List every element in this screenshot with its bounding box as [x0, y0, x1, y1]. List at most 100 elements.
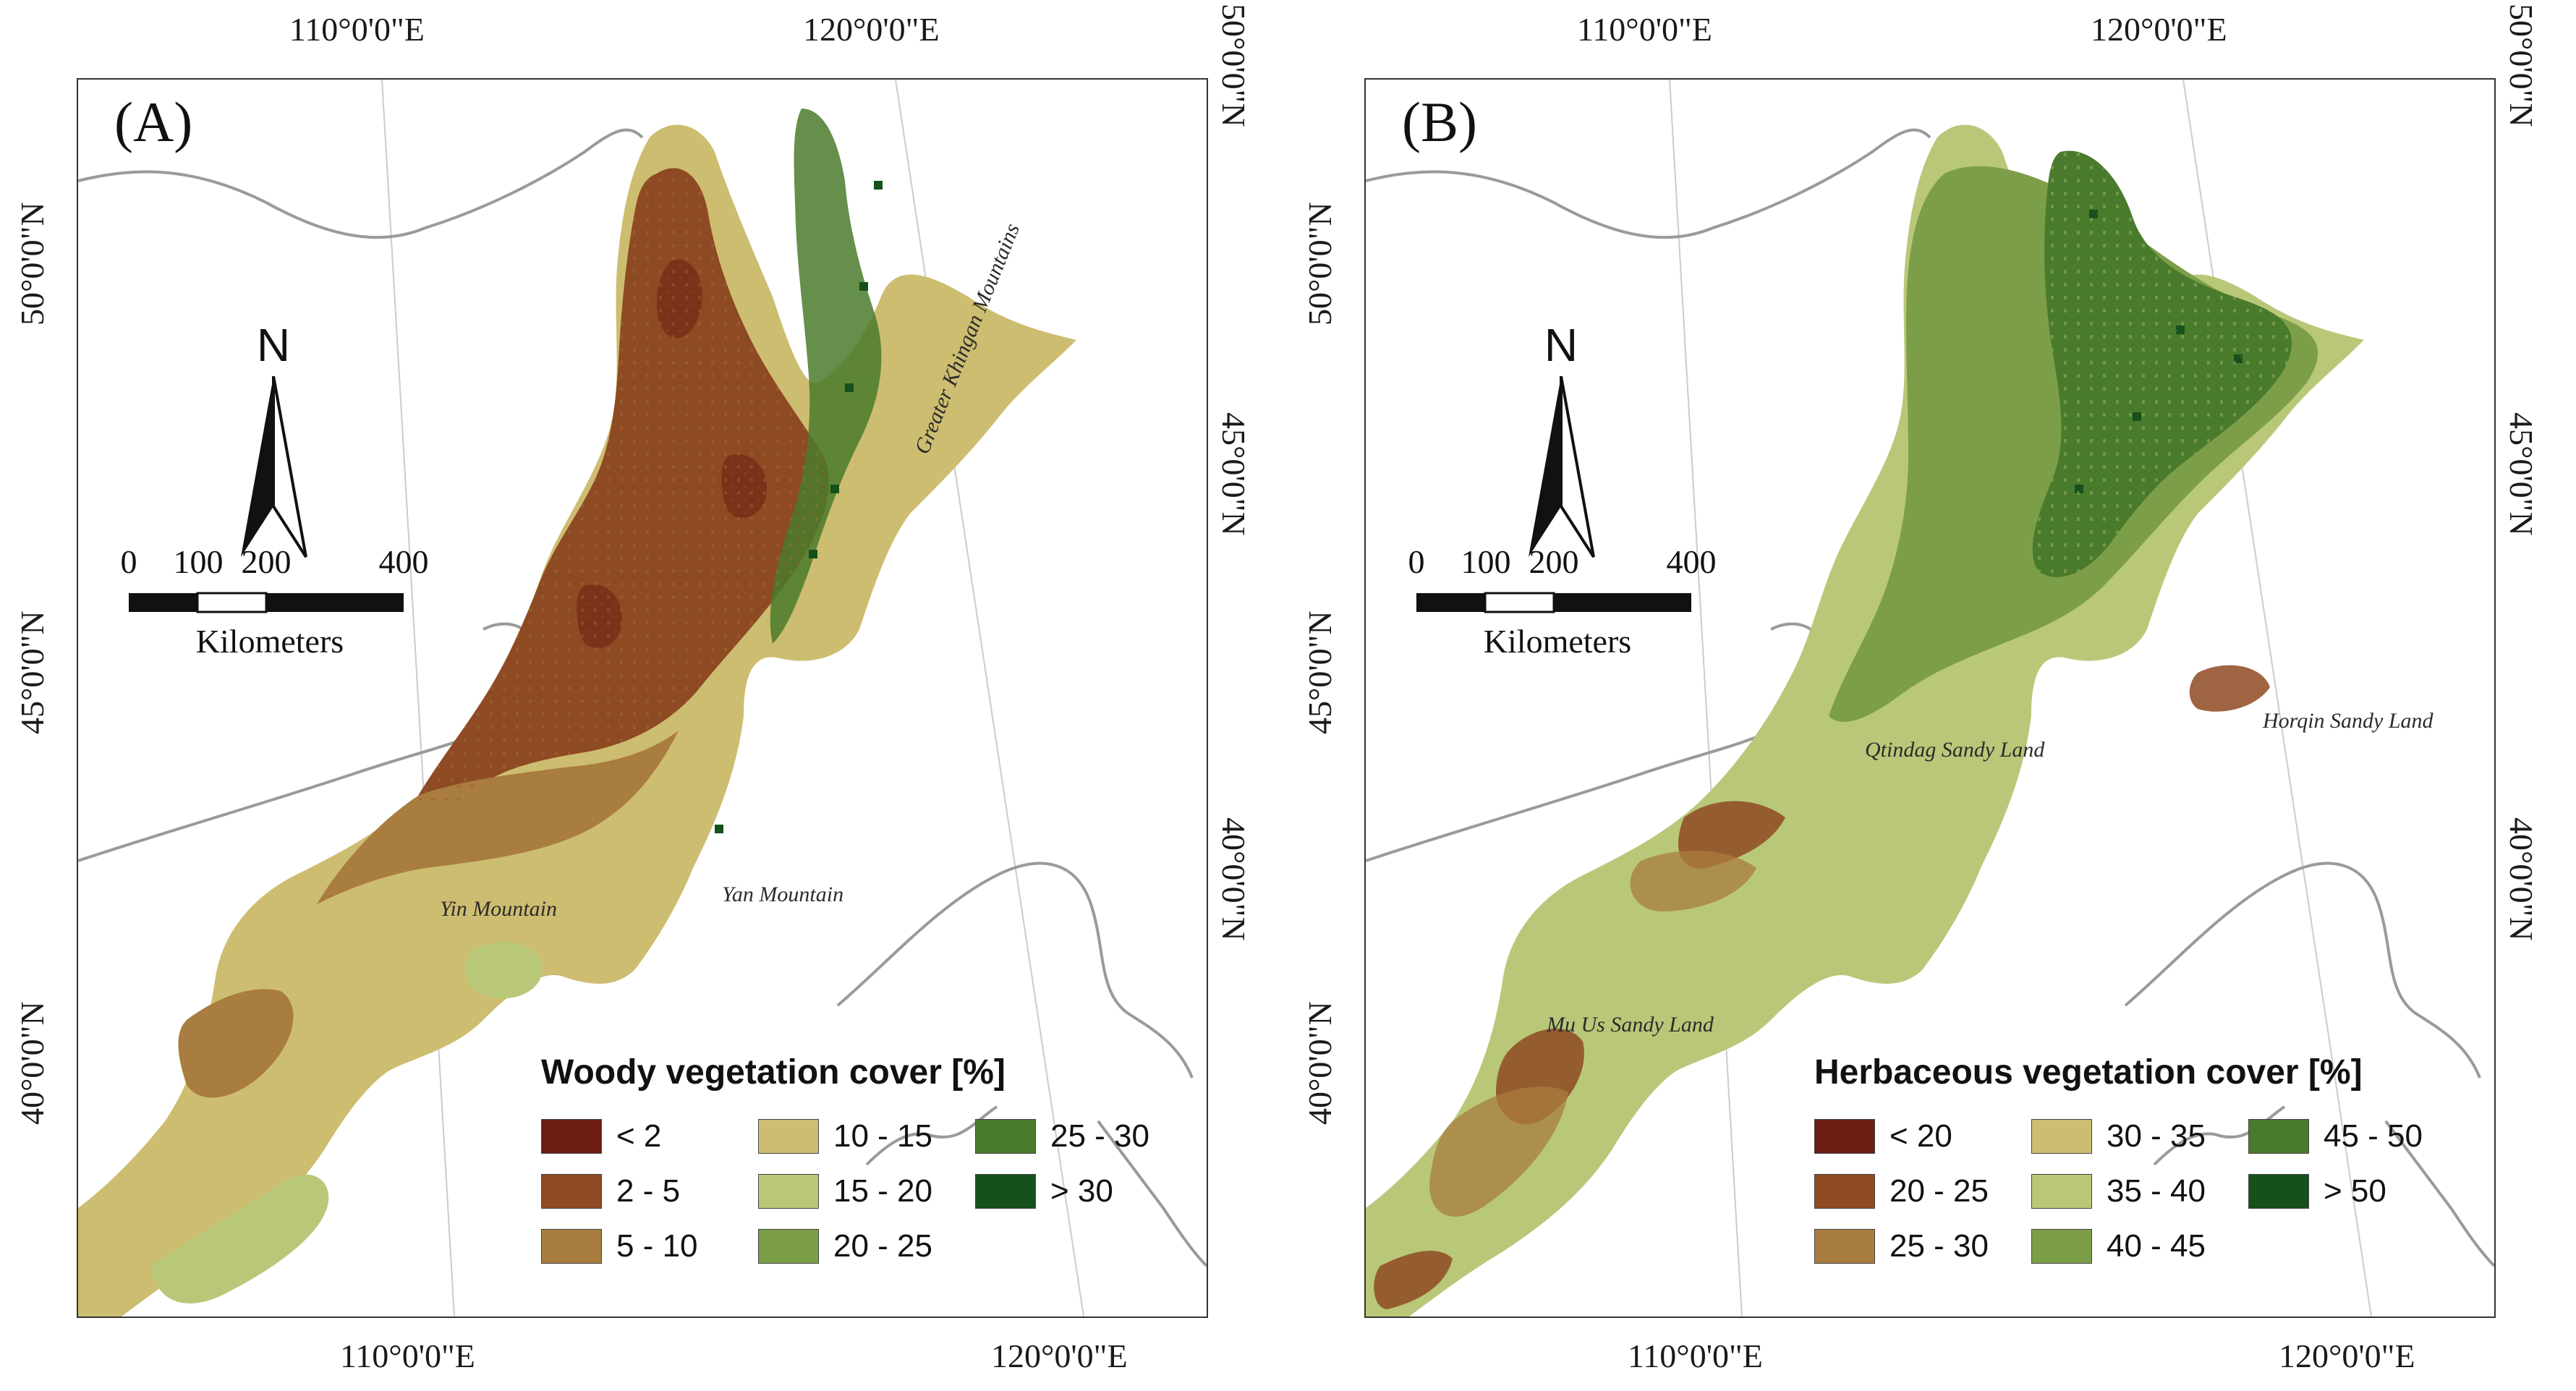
left-coord-40: 40°0'0"N — [1301, 1001, 1338, 1125]
legend-swatch — [1814, 1174, 1875, 1209]
scale-label-0: 0 — [1408, 543, 1425, 580]
scale-bar-graphic — [1416, 592, 1691, 613]
legend-label: 2 - 5 — [616, 1173, 681, 1209]
scale-bar: 0 100 200 400 Kilometers — [1408, 543, 1717, 660]
north-arrow: N — [230, 318, 317, 564]
legend-swatch — [541, 1119, 602, 1154]
map-panel-woody: 110°0'0"E 120°0'0"E 110°0'0"E 120°0'0"E … — [14, 4, 1252, 1374]
legend-swatch — [975, 1174, 1036, 1209]
scale-label-200: 200 — [1529, 543, 1579, 580]
legend-swatch — [975, 1119, 1036, 1154]
legend-label: 25 - 30 — [1050, 1118, 1149, 1154]
scale-label-100: 100 — [173, 543, 224, 580]
north-arrow-icon — [1529, 376, 1595, 558]
north-arrow-label: N — [1544, 319, 1578, 371]
bottom-coord-120: 120°0'0"E — [991, 1337, 1128, 1374]
legend-label: 10 - 15 — [833, 1118, 932, 1154]
legend-label: 20 - 25 — [833, 1228, 932, 1264]
bottom-coord-110: 110°0'0"E — [1628, 1337, 1763, 1374]
right-coord-50: 50°0'0"N — [2503, 4, 2540, 127]
bottom-coord-120: 120°0'0"E — [2279, 1337, 2415, 1374]
top-coord-110: 110°0'0"E — [289, 11, 425, 48]
map-panel-herbaceous: 110°0'0"E 120°0'0"E 110°0'0"E 120°0'0"E … — [1288, 0, 2575, 1391]
legend-swatch — [758, 1119, 819, 1154]
legend-label: 30 - 35 — [2107, 1118, 2206, 1154]
legend-items: < 20 30 - 35 45 - 50 20 - 25 35 - 40 > 50 25 -… — [1814, 1117, 2465, 1266]
map-frame: (A) N 0 100 200 400 Kilometers Greater K… — [77, 78, 1208, 1318]
legend-item: 30 - 35 — [2031, 1117, 2248, 1156]
map-canvas — [78, 80, 1207, 1316]
top-coord-120: 120°0'0"E — [2091, 11, 2227, 48]
top-coord-110: 110°0'0"E — [1577, 11, 1712, 48]
left-coord-50: 50°0'0"N — [14, 202, 51, 326]
legend-item: 10 - 15 — [758, 1117, 975, 1156]
legend-item: > 30 — [975, 1172, 1192, 1211]
feature-label-yin-mountain: Yin Mountain — [440, 897, 557, 921]
legend-swatch — [1814, 1119, 1875, 1154]
right-coord-40: 40°0'0"N — [2503, 817, 2540, 941]
feature-label-horqin: Horqin Sandy Land — [2263, 709, 2433, 733]
top-coord-120: 120°0'0"E — [803, 11, 940, 48]
raster-texture — [2032, 150, 2292, 577]
panel-label: (B) — [1402, 90, 1477, 153]
legend-label: 40 - 45 — [2107, 1228, 2206, 1264]
left-coord-50: 50°0'0"N — [1301, 202, 1338, 326]
scale-label-200: 200 — [241, 543, 292, 580]
legend-swatch — [2031, 1229, 2092, 1264]
legend-item: > 50 — [2248, 1172, 2465, 1211]
feature-label-mu-us: Mu Us Sandy Land — [1547, 1013, 1714, 1037]
legend-item: 25 - 30 — [975, 1117, 1192, 1156]
legend-swatch — [2248, 1174, 2309, 1209]
legend-item: 20 - 25 — [1814, 1172, 2031, 1211]
feature-label-qtindag: Qtindag Sandy Land — [1865, 738, 2045, 762]
mid-cover-band — [178, 731, 679, 1098]
legend: Herbaceous vegetation cover [%] < 20 30 -… — [1814, 1052, 2465, 1266]
right-coord-45: 45°0'0"N — [2503, 412, 2540, 536]
legend-swatch — [2248, 1119, 2309, 1154]
north-arrow: N — [1518, 318, 1604, 564]
legend-item: < 2 — [541, 1117, 758, 1156]
scale-bar: 0 100 200 400 Kilometers — [120, 543, 429, 660]
legend-item: 2 - 5 — [541, 1172, 758, 1211]
right-coord-40: 40°0'0"N — [1215, 817, 1252, 941]
north-arrow-icon — [241, 376, 307, 558]
legend-swatch — [758, 1174, 819, 1209]
left-coord-40: 40°0'0"N — [14, 1001, 51, 1125]
left-coord-45: 45°0'0"N — [1301, 611, 1338, 734]
legend-swatch — [541, 1174, 602, 1209]
legend-swatch — [758, 1229, 819, 1264]
bottom-coord-110: 110°0'0"E — [340, 1337, 475, 1374]
legend-label: < 20 — [1890, 1118, 1952, 1154]
right-coord-45: 45°0'0"N — [1215, 412, 1252, 536]
legend-items: < 2 10 - 15 25 - 30 2 - 5 15 - 20 > 30 5 - 10 2… — [541, 1117, 1192, 1266]
legend-item: 40 - 45 — [2031, 1227, 2248, 1266]
scale-label-400: 400 — [1666, 543, 1717, 580]
legend-swatch — [541, 1229, 602, 1264]
boundary-lines — [78, 128, 1207, 1267]
north-arrow-label: N — [256, 319, 291, 371]
legend-swatch — [2031, 1119, 2092, 1154]
legend-item: 45 - 50 — [2248, 1117, 2465, 1156]
legend-item: < 20 — [1814, 1117, 2031, 1156]
legend-label: 20 - 25 — [1890, 1173, 1989, 1209]
legend-label: 5 - 10 — [616, 1228, 698, 1264]
legend-title: Herbaceous vegetation cover [%] — [1814, 1053, 2363, 1092]
legend-label: 15 - 20 — [833, 1173, 932, 1209]
legend-label: 25 - 30 — [1890, 1228, 1989, 1264]
raster-texture — [418, 168, 829, 809]
legend-label: > 30 — [1050, 1173, 1113, 1209]
left-coord-45: 45°0'0"N — [14, 611, 51, 734]
map-frame: (B) N 0 100 200 400 Kilometers Qtindag S… — [1364, 78, 2496, 1318]
scale-label-0: 0 — [120, 543, 137, 580]
legend-label: > 50 — [2324, 1173, 2386, 1209]
map-canvas — [1366, 80, 2494, 1316]
legend-item: 35 - 40 — [2031, 1172, 2248, 1211]
light-green-patches — [150, 942, 543, 1303]
scale-label-400: 400 — [378, 543, 429, 580]
mid-cover-sandy-zones — [1429, 851, 1756, 1217]
legend-swatch — [2031, 1174, 2092, 1209]
legend-label: 35 - 40 — [2107, 1173, 2206, 1209]
scale-label-100: 100 — [1461, 543, 1511, 580]
legend-swatch — [1814, 1229, 1875, 1264]
legend-item: 15 - 20 — [758, 1172, 975, 1211]
